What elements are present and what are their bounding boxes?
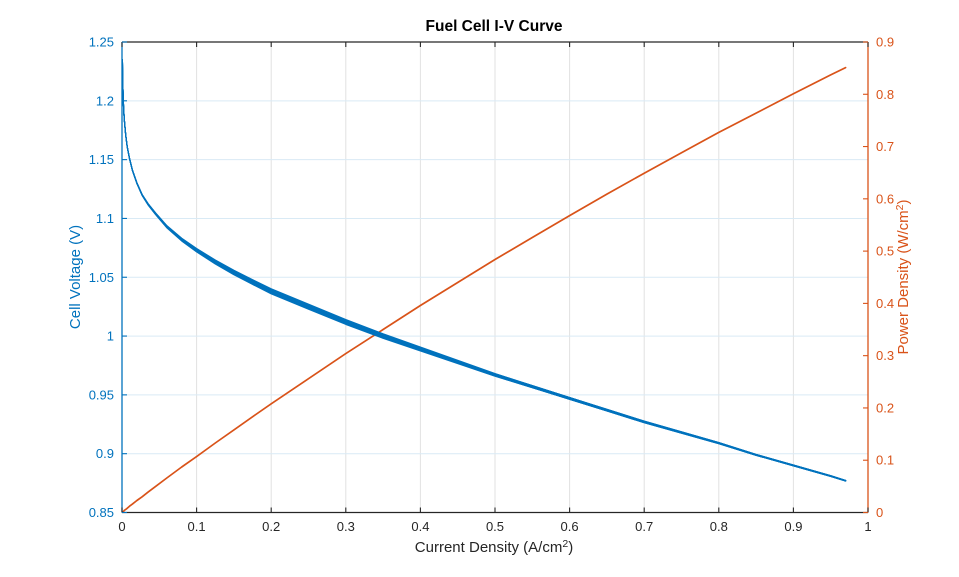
y-axis-label-left: Cell Voltage (V): [67, 225, 84, 329]
power-density-curve: [121, 66, 847, 513]
left-y-tick-label: 1.1: [96, 211, 114, 226]
x-tick-label: 0: [118, 519, 125, 534]
x-axis-label: Current Density (A/cm2): [415, 538, 573, 556]
left-y-tick-label: 0.85: [89, 505, 114, 520]
right-y-tick-label: 0.8: [876, 87, 894, 102]
right-y-tick-label: 0.9: [876, 35, 894, 50]
axes-layer: [121, 41, 869, 514]
x-tick-label: 0.9: [784, 519, 802, 534]
x-tick-label: 0.4: [411, 519, 429, 534]
tick-labels-layer: 0 0.1 0.2 0.3 0.4 0.5 0.6 0.7 0.8 0.9 1 0.85 0.9 0.95…: [89, 35, 894, 535]
right-y-tick-label: 0.5: [876, 244, 894, 259]
x-axis-label-close: ): [568, 539, 573, 556]
x-tick-label: 0.8: [710, 519, 728, 534]
x-tick-label: 0.6: [561, 519, 579, 534]
right-y-tick-label: 0.2: [876, 400, 894, 415]
right-y-tick-label: 0.4: [876, 296, 894, 311]
power-series-layer: [121, 66, 847, 513]
left-y-tick-label: 0.95: [89, 387, 114, 402]
chart-title: Fuel Cell I-V Curve: [426, 18, 563, 35]
x-tick-label: 0.3: [337, 519, 355, 534]
left-y-tick-label: 0.9: [96, 446, 114, 461]
y-axis-label-right-close: ): [895, 199, 912, 204]
x-tick-label: 1: [864, 519, 871, 534]
x-tick-label: 0.5: [486, 519, 504, 534]
cell-voltage-sweep: [121, 59, 847, 482]
left-y-tick-label: 1.25: [89, 35, 114, 50]
voltage-series-layer: [121, 59, 847, 482]
right-y-tick-label: 0.6: [876, 191, 894, 206]
x-tick-label: 0.7: [635, 519, 653, 534]
left-y-tick-label: 1: [107, 329, 114, 344]
left-y-tick-label: 1.2: [96, 93, 114, 108]
left-y-tick-label: 1.15: [89, 152, 114, 167]
x-axis-label-text: Current Density (A/cm: [415, 539, 563, 556]
y-axis-label-right: Power Density (W/cm2): [894, 199, 912, 354]
grid-layer: [122, 42, 868, 513]
y-axis-label-right-text: Power Density (W/cm: [895, 210, 912, 354]
x-tick-label: 0.2: [262, 519, 280, 534]
right-y-tick-label: 0: [876, 505, 883, 520]
x-axis-label-superscript: 2: [562, 538, 568, 550]
right-y-tick-label: 0.1: [876, 453, 894, 468]
right-y-tick-label: 0.7: [876, 139, 894, 154]
left-y-tick-label: 1.05: [89, 270, 114, 285]
y-axis-label-right-superscript: 2: [894, 204, 906, 210]
x-tick-label: 0.1: [188, 519, 206, 534]
right-y-tick-label: 0.3: [876, 348, 894, 363]
